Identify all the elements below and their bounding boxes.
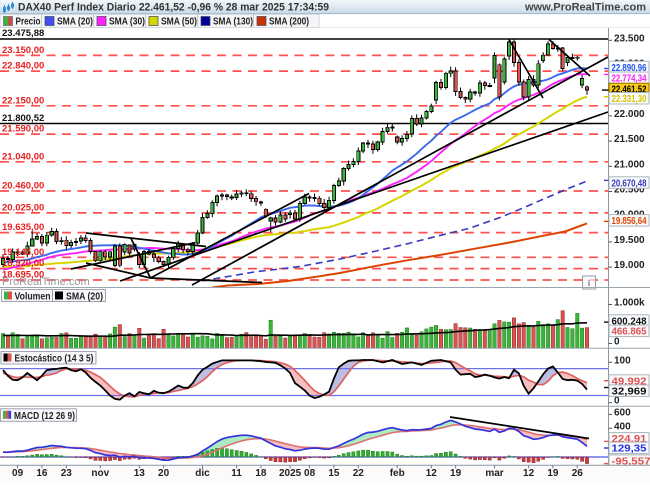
svg-text:19.635,00: 19.635,00 (2, 222, 44, 233)
svg-text:129,35: 129,35 (612, 443, 647, 455)
svg-text:23: 23 (61, 468, 73, 479)
svg-text:Precio: Precio (16, 17, 41, 28)
svg-text:400: 400 (614, 421, 631, 432)
svg-text:20.025,00: 20.025,00 (2, 202, 44, 213)
svg-text:09: 09 (12, 468, 24, 479)
svg-text:23.500: 23.500 (614, 33, 645, 44)
svg-text:19.000: 19.000 (614, 260, 645, 271)
svg-text:100: 100 (614, 355, 631, 366)
svg-text:20.460,00: 20.460,00 (2, 181, 44, 192)
svg-text:dic: dic (195, 468, 210, 479)
svg-text:SMA (130): SMA (130) (213, 17, 253, 28)
svg-text:19.856,64: 19.856,64 (612, 215, 647, 227)
svg-text:22: 22 (353, 468, 365, 479)
svg-text:SMA (20): SMA (20) (66, 291, 103, 302)
svg-text:21.000: 21.000 (614, 159, 645, 170)
svg-text:13: 13 (134, 468, 146, 479)
svg-text:0: 0 (614, 337, 620, 348)
svg-text:32,969: 32,969 (612, 385, 647, 397)
svg-text:MACD (12 26 9): MACD (12 26 9) (14, 411, 75, 422)
svg-text:21.040,00: 21.040,00 (2, 151, 44, 162)
svg-text:DAX40 Perf Index Diario 22.461: DAX40 Perf Index Diario 22.461,52 -0,96 … (18, 2, 329, 14)
svg-text:19: 19 (547, 468, 559, 479)
svg-text:21.500: 21.500 (614, 134, 645, 145)
svg-text:19: 19 (450, 468, 462, 479)
svg-text:12: 12 (523, 468, 535, 479)
svg-text:21.590,00: 21.590,00 (2, 124, 44, 135)
svg-text:08: 08 (304, 468, 316, 479)
svg-text:23.475,88: 23.475,88 (2, 28, 44, 39)
svg-text:18: 18 (255, 468, 267, 479)
svg-text:26: 26 (572, 468, 584, 479)
svg-text:feb: feb (390, 468, 405, 479)
svg-text:22.150,00: 22.150,00 (2, 95, 44, 106)
svg-text:18.920,00: 18.920,00 (2, 258, 44, 269)
svg-text:1.000k: 1.000k (614, 298, 645, 309)
svg-text:12: 12 (426, 468, 438, 479)
svg-text:mar: mar (485, 468, 503, 479)
svg-text:SMA (200): SMA (200) (269, 17, 309, 28)
svg-text:11: 11 (231, 468, 242, 479)
svg-text:19.500: 19.500 (614, 235, 645, 246)
svg-text:SMA (30): SMA (30) (109, 17, 145, 28)
svg-text:20.670,48: 20.670,48 (612, 177, 647, 189)
svg-text:SMA (50): SMA (50) (161, 17, 197, 28)
svg-text:20: 20 (158, 468, 170, 479)
svg-text:19.145,00: 19.145,00 (2, 247, 44, 258)
svg-text:21.800,52: 21.800,52 (2, 113, 44, 124)
svg-text:600: 600 (614, 407, 631, 418)
svg-text:i: i (588, 279, 590, 288)
svg-text:Estocástico (14 3 5): Estocástico (14 3 5) (15, 354, 94, 365)
svg-text:Volumen: Volumen (15, 291, 51, 302)
svg-text:2025: 2025 (279, 468, 302, 479)
svg-text:nov: nov (91, 468, 109, 479)
svg-text:23.150,00: 23.150,00 (2, 45, 44, 56)
svg-text:22.840,00: 22.840,00 (2, 61, 44, 72)
svg-text:SMA (20): SMA (20) (57, 17, 93, 28)
svg-text:22.331,30: 22.331,30 (612, 93, 647, 105)
svg-text:18.695,00: 18.695,00 (2, 270, 44, 281)
svg-text:466.865: 466.865 (612, 326, 647, 338)
svg-text:16: 16 (36, 468, 48, 479)
svg-text:www.ProRealTime.com: www.ProRealTime.com (524, 2, 646, 14)
svg-text:15: 15 (328, 468, 340, 479)
svg-text:22.000: 22.000 (614, 109, 645, 120)
